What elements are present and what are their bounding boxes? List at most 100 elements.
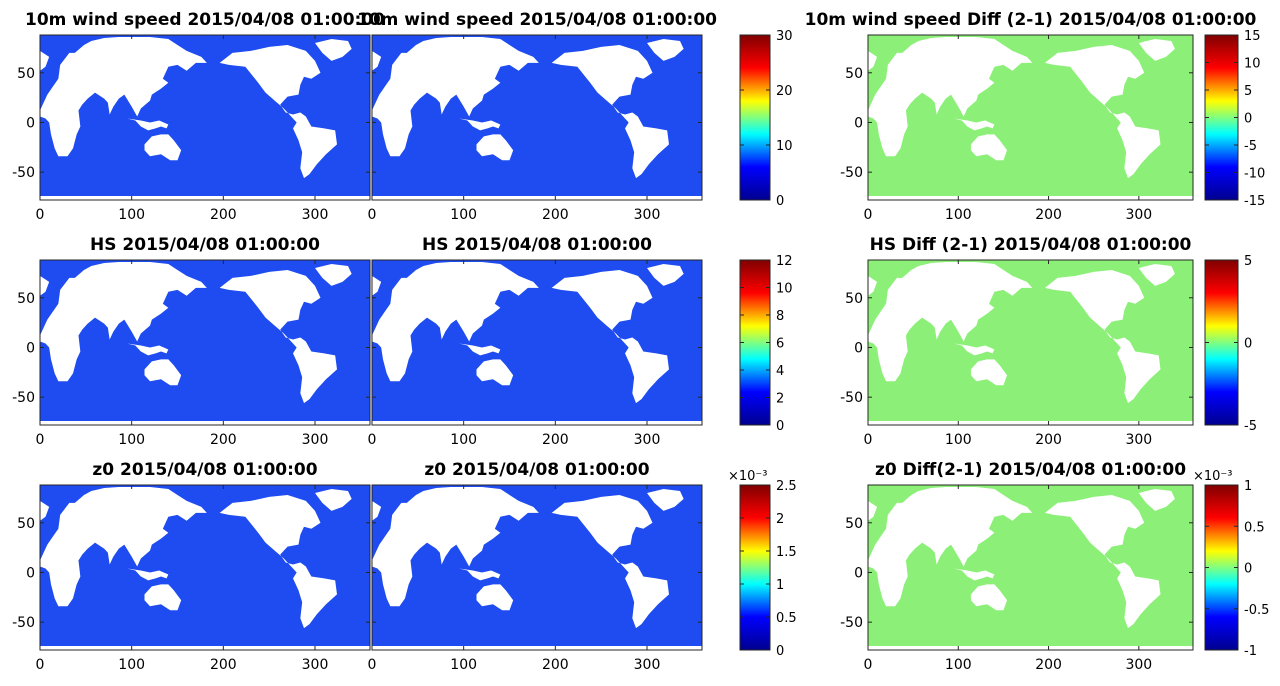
y-tick-label: -50 <box>12 390 35 406</box>
y-tick-label: 50 <box>845 516 863 532</box>
y-tick-label: 50 <box>845 66 863 82</box>
panel-title: 10m wind speed 2015/04/08 01:00:00 <box>357 10 717 30</box>
colorbar-gradient <box>739 484 771 651</box>
y-tick-label: 0 <box>854 340 863 356</box>
land-mask <box>40 261 370 425</box>
colorbar-tick-label: 20 <box>776 84 793 99</box>
x-tick-label: 200 <box>210 657 237 673</box>
colorbar-field-hs: 0 2 4 6 8 10 12 <box>739 254 793 434</box>
y-tick-label: 50 <box>17 291 35 307</box>
x-tick-label: 0 <box>368 432 377 448</box>
land-path <box>551 494 669 629</box>
x-tick-label: 100 <box>945 207 972 223</box>
land-path <box>372 275 382 312</box>
x-tick-label: 300 <box>1125 657 1152 673</box>
land-path <box>868 196 1193 200</box>
axes-box <box>39 484 371 651</box>
land-path <box>219 44 337 179</box>
x-tick-label: 200 <box>210 432 237 448</box>
x-tick-label: 300 <box>634 207 661 223</box>
colorbar-tick-label: 0.5 <box>1244 520 1265 535</box>
colorbar-tick-label: -5 <box>1244 419 1257 434</box>
x-tick-label: 200 <box>1035 657 1062 673</box>
land-path <box>1044 269 1161 404</box>
x-tick-label: 0 <box>368 657 377 673</box>
colorbar-diff-hs: -5 0 5 <box>1204 254 1257 434</box>
land-path <box>144 584 182 611</box>
x-tick-label: 200 <box>1035 432 1062 448</box>
x-tick-label: 300 <box>302 657 329 673</box>
land-path <box>372 36 539 157</box>
land-path <box>372 646 702 650</box>
panel-z0-2: z0 2015/04/08 01:00:00 0 100 200 300 <box>368 460 703 673</box>
x-tick-label: 0 <box>864 657 873 673</box>
y-tick-label: -50 <box>840 615 863 631</box>
y-tick-label: 0 <box>26 340 35 356</box>
land-path <box>551 44 669 179</box>
land-path <box>40 500 50 537</box>
colorbar-field-10m-wind-speed: 0 10 20 30 <box>739 29 793 209</box>
axes-box <box>39 34 371 201</box>
land-path <box>315 263 352 286</box>
colorbar-tick-label: 4 <box>776 364 784 379</box>
colorbar-tick-label: 1.5 <box>776 545 797 560</box>
panel-hs-3: HS Diff (2-1) 2015/04/08 01:00:00 0 100 200… <box>840 235 1194 448</box>
land-path <box>127 568 169 581</box>
land-mask <box>372 486 702 650</box>
y-tick-label: -50 <box>12 165 35 181</box>
panel-10m-wind-speed-3: 10m wind speed Diff (2-1) 2015/04/08 01:… <box>805 10 1257 223</box>
land-path <box>40 50 50 87</box>
panel-z0-1: z0 2015/04/08 01:00:00 0 100 200 300 50 0 -50 <box>12 460 371 673</box>
land-path <box>372 421 702 425</box>
colorbar-tick-label: 0 <box>776 644 784 659</box>
x-tick-label: 100 <box>118 207 145 223</box>
land-path <box>372 486 539 607</box>
colorbar-tick-label: 0 <box>776 194 784 209</box>
colorbar-diff-z0: -1 -0.5 0 0.5 1 ×10⁻³ <box>1193 469 1269 659</box>
axes-box <box>39 259 371 426</box>
axes-box <box>867 259 1194 426</box>
panel-10m-wind-speed-2: 10m wind speed 2015/04/08 01:00:00 0 100 20… <box>357 10 717 223</box>
colorbar-tick-label: 2 <box>776 512 784 527</box>
panel-title: z0 2015/04/08 01:00:00 <box>92 460 317 480</box>
colorbar-tick-label: 1 <box>1244 479 1252 494</box>
land-path <box>219 269 337 404</box>
colorbar-tick-label: 10 <box>776 282 793 297</box>
colorbar-tick-label: -1 <box>1244 644 1257 659</box>
axes-box <box>867 484 1194 651</box>
land-mask <box>40 36 370 200</box>
y-tick-label: 50 <box>17 66 35 82</box>
land-mask <box>868 36 1193 200</box>
land-path <box>372 196 702 200</box>
land-mask <box>868 486 1193 650</box>
colorbar-tick-label: 2 <box>776 392 784 407</box>
y-tick-label: 50 <box>845 291 863 307</box>
colorbar-diff-10m-wind-speed: -15 -10 -5 0 5 10 15 <box>1204 29 1265 209</box>
axes-box <box>867 34 1194 201</box>
axes-box <box>371 34 703 201</box>
land-path <box>40 421 370 425</box>
x-tick-label: 0 <box>864 432 873 448</box>
land-path <box>953 118 995 131</box>
colorbar-gradient <box>1204 484 1239 651</box>
land-path <box>1138 38 1175 61</box>
colorbar-tick-label: 0 <box>1244 337 1252 352</box>
y-tick-label: -50 <box>840 165 863 181</box>
x-tick-label: 100 <box>945 432 972 448</box>
land-path <box>127 118 169 131</box>
colorbar-tick-label: 8 <box>776 309 784 324</box>
land-path <box>1044 494 1161 629</box>
colorbar-multiplier: ×10⁻³ <box>1193 469 1233 484</box>
axes-box <box>371 484 703 651</box>
land-path <box>868 486 1033 607</box>
x-tick-label: 200 <box>542 657 569 673</box>
land-path <box>647 263 684 286</box>
x-tick-label: 0 <box>36 207 45 223</box>
y-tick-label: -50 <box>840 390 863 406</box>
land-path <box>868 261 1033 382</box>
panel-hs-1: HS 2015/04/08 01:00:00 0 100 200 300 50 0 -50 <box>12 235 371 448</box>
panel-hs-2: HS 2015/04/08 01:00:00 0 100 200 300 <box>368 235 703 448</box>
panel-title: 10m wind speed 2015/04/08 01:00:00 <box>25 10 385 30</box>
colorbar-tick-label: 1 <box>776 578 784 593</box>
